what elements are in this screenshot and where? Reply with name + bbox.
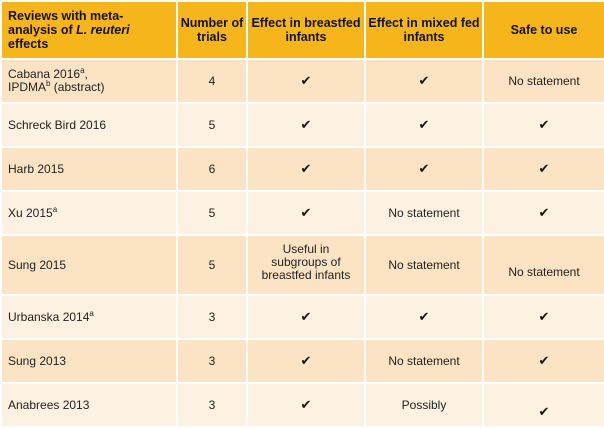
study-cell: Cabana 2016a, IPDMAb (abstract) (0, 58, 178, 104)
study-cell: Sung 2015 (0, 234, 178, 296)
check-icon: ✔ (538, 309, 550, 325)
header-effect-mixed-fed: Effect in mixed fed infants (364, 0, 484, 60)
safe-cell: ✔ (482, 382, 604, 428)
check-icon: ✔ (300, 117, 312, 133)
study-cell: Schreck Bird 2016 (0, 102, 178, 148)
study-name: Xu 2015 (8, 205, 53, 220)
breastfed-cell: ✔ (246, 190, 366, 236)
mixed-cell: ✔ (364, 294, 484, 340)
check-icon: ✔ (418, 161, 430, 177)
study-cell: Urbanska 2014a (0, 294, 178, 340)
check-icon: ✔ (300, 73, 312, 89)
check-icon: ✔ (300, 205, 312, 221)
check-icon: ✔ (300, 309, 312, 325)
breastfed-cell: Useful in subgroups of breastfed infants (246, 234, 366, 296)
mixed-cell: Possibly (364, 382, 484, 428)
safe-cell: No statement (482, 234, 604, 296)
check-icon: ✔ (538, 205, 550, 221)
header-safe-to-use: Safe to use (482, 0, 604, 60)
check-icon: ✔ (300, 161, 312, 177)
trials-cell: 6 (176, 146, 248, 192)
mixed-cell: ✔ (364, 58, 484, 104)
check-icon: ✔ (418, 309, 430, 325)
table-row: Xu 2015a 5 ✔ No statement ✔ (0, 190, 604, 236)
safe-cell: ✔ (482, 338, 604, 384)
mixed-cell: No statement (364, 338, 484, 384)
breastfed-cell: ✔ (246, 338, 366, 384)
mixed-cell: ✔ (364, 146, 484, 192)
table-row: Schreck Bird 2016 5 ✔ ✔ ✔ (0, 102, 604, 148)
header-reviews-species: L. reuteri (76, 23, 130, 37)
header-reviews: Reviews with meta- analysis of L. reuter… (0, 0, 178, 60)
trials-cell: 5 (176, 102, 248, 148)
mixed-cell: No statement (364, 234, 484, 296)
footnote-marker: a (52, 204, 58, 214)
breastfed-cell: ✔ (246, 382, 366, 428)
breastfed-cell: ✔ (246, 294, 366, 340)
table-row: Sung 2013 3 ✔ No statement ✔ (0, 338, 604, 384)
study-name-line2-suffix: (abstract) (50, 80, 105, 94)
footnote-marker: a (80, 66, 85, 75)
trials-cell: 5 (176, 190, 248, 236)
study-name: Urbanska 2014 (8, 309, 90, 324)
check-icon: ✔ (300, 397, 312, 413)
footnote-marker: b (46, 79, 51, 88)
check-icon: ✔ (538, 117, 550, 133)
check-icon: ✔ (538, 353, 550, 369)
study-cell: Sung 2013 (0, 338, 178, 384)
breastfed-note-line3: breastfed infants (261, 267, 351, 282)
breastfed-note-line2: subgroups of (271, 254, 341, 269)
table-row: Harb 2015 6 ✔ ✔ ✔ (0, 146, 604, 192)
header-reviews-line2-prefix: analysis of (8, 23, 77, 37)
breastfed-cell: ✔ (246, 146, 366, 192)
table-row: Urbanska 2014a 3 ✔ ✔ ✔ (0, 294, 604, 340)
safe-statement: No statement (508, 264, 580, 279)
trials-cell: 4 (176, 58, 248, 104)
table-row: Sung 2015 5 Useful in subgroups of breas… (0, 234, 604, 296)
check-icon: ✔ (418, 117, 430, 133)
study-name-punct: , (84, 67, 88, 81)
footnote-marker: a (89, 308, 94, 318)
header-effect-breastfed: Effect in breastfed infants (246, 0, 366, 60)
table-row: Cabana 2016a, IPDMAb (abstract) 4 ✔ ✔ No… (0, 58, 604, 104)
safe-cell: ✔ (482, 294, 604, 340)
study-name: Cabana 2016 (8, 67, 81, 81)
study-cell: Xu 2015a (0, 190, 178, 236)
header-reviews-line1: Reviews with meta- (8, 9, 124, 23)
check-icon: ✔ (300, 353, 312, 369)
header-reviews-line3: effects (8, 37, 49, 51)
trials-cell: 3 (176, 338, 248, 384)
trials-cell: 3 (176, 382, 248, 428)
study-cell: Harb 2015 (0, 146, 178, 192)
safe-cell: ✔ (482, 102, 604, 148)
breastfed-note-line1: Useful in (282, 241, 330, 256)
study-cell: Anabrees 2013 (0, 382, 178, 428)
trials-cell: 3 (176, 294, 248, 340)
breastfed-cell: ✔ (246, 102, 366, 148)
study-name-line2: IPDMA (8, 80, 47, 94)
safe-cell: ✔ (482, 190, 604, 236)
safe-cell: No statement (482, 58, 604, 104)
header-number-of-trials: Number of trials (176, 0, 248, 60)
trials-cell: 5 (176, 234, 248, 296)
table-row: Anabrees 2013 3 ✔ Possibly ✔ (0, 382, 604, 428)
check-icon: ✔ (538, 161, 550, 177)
mixed-cell: No statement (364, 190, 484, 236)
safe-cell: ✔ (482, 146, 604, 192)
check-icon: ✔ (538, 404, 550, 420)
check-icon: ✔ (418, 73, 430, 89)
breastfed-cell: ✔ (246, 58, 366, 104)
header-row: Reviews with meta- analysis of L. reuter… (0, 0, 604, 60)
mixed-cell: ✔ (364, 102, 484, 148)
